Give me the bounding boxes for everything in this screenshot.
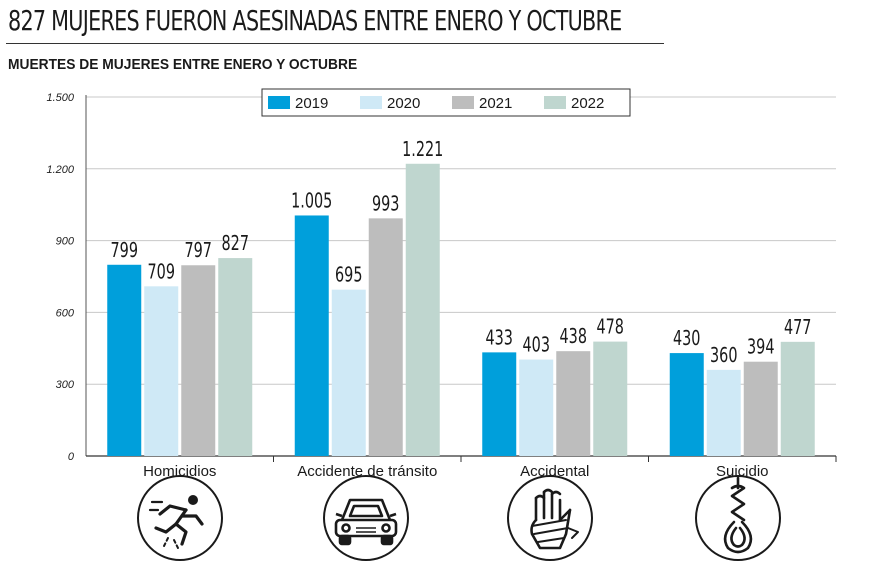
category-label: Suicidio <box>716 463 769 480</box>
y-tick-label: 1.500 <box>46 92 74 104</box>
data-label: 403 <box>523 334 550 357</box>
bar-2019 <box>669 353 704 456</box>
data-label: 438 <box>560 326 587 349</box>
bar-2022 <box>593 341 628 456</box>
category-label: Accidental <box>520 463 589 480</box>
data-label: 797 <box>185 240 212 263</box>
y-tick-label: 300 <box>56 379 75 391</box>
bar-2019 <box>107 264 142 456</box>
value-labels: 799 709 797 827 1.005 695 993 1.221 433 403 438 478… <box>111 139 812 368</box>
chart-title: 827 MUJERES FUERON ASESINADAS ENTRE ENER… <box>8 4 622 37</box>
data-label: 433 <box>486 327 513 350</box>
legend-swatch-2022 <box>544 96 566 109</box>
bar-2019 <box>294 215 329 456</box>
category-label: Accidente de tránsito <box>297 463 437 480</box>
legend-box <box>261 88 631 117</box>
y-tick-label: 900 <box>56 236 75 248</box>
legend: 2019 2020 2021 2022 <box>261 88 631 117</box>
legend-label-2021: 2021 <box>479 95 512 112</box>
data-label: 394 <box>747 336 774 359</box>
data-label: 695 <box>335 264 362 287</box>
chart-subtitle: MUERTES DE MUJERES ENTRE ENERO Y OCTUBRE <box>8 56 358 73</box>
legend-swatch-2021 <box>452 96 474 109</box>
bars <box>107 163 815 457</box>
data-label: 477 <box>784 317 811 340</box>
y-tick-label: 1.200 <box>46 164 74 176</box>
data-label: 1.221 <box>402 139 443 162</box>
data-label: 430 <box>673 328 700 351</box>
bar-2021 <box>743 361 778 456</box>
bar-2020 <box>144 286 179 456</box>
data-label: 478 <box>597 316 624 339</box>
legend-swatch-2019 <box>268 96 290 109</box>
noose-icon <box>695 475 781 561</box>
bar-2021 <box>368 218 403 456</box>
data-label: 827 <box>222 233 249 256</box>
bar-2019 <box>482 352 517 456</box>
legend-swatch-2020 <box>360 96 382 109</box>
bar-2020 <box>331 289 366 456</box>
y-tick-label: 0 <box>68 451 75 463</box>
data-label: 709 <box>148 261 175 284</box>
y-tick-label: 600 <box>56 307 75 319</box>
data-label: 993 <box>372 193 399 216</box>
legend-label-2022: 2022 <box>571 95 604 112</box>
bar-2022 <box>405 163 440 457</box>
bandaged-hand-icon <box>507 475 593 561</box>
bar-2022 <box>780 341 815 456</box>
category-labels: Homicidios Accidente de tránsito Accidenta… <box>143 456 837 480</box>
car-icon <box>323 475 409 561</box>
running-person-icon <box>137 475 223 561</box>
data-label: 1.005 <box>291 190 332 213</box>
bar-2021 <box>556 351 591 456</box>
bar-2020 <box>706 369 741 456</box>
legend-label-2020: 2020 <box>387 95 420 112</box>
bar-2020 <box>519 359 554 456</box>
category-label: Homicidios <box>143 463 216 480</box>
data-label: 360 <box>710 345 737 368</box>
title-divider <box>6 43 664 44</box>
bar-2021 <box>181 265 216 456</box>
bar-2022 <box>218 258 253 456</box>
data-label: 799 <box>111 240 138 263</box>
legend-label-2019: 2019 <box>295 95 328 112</box>
